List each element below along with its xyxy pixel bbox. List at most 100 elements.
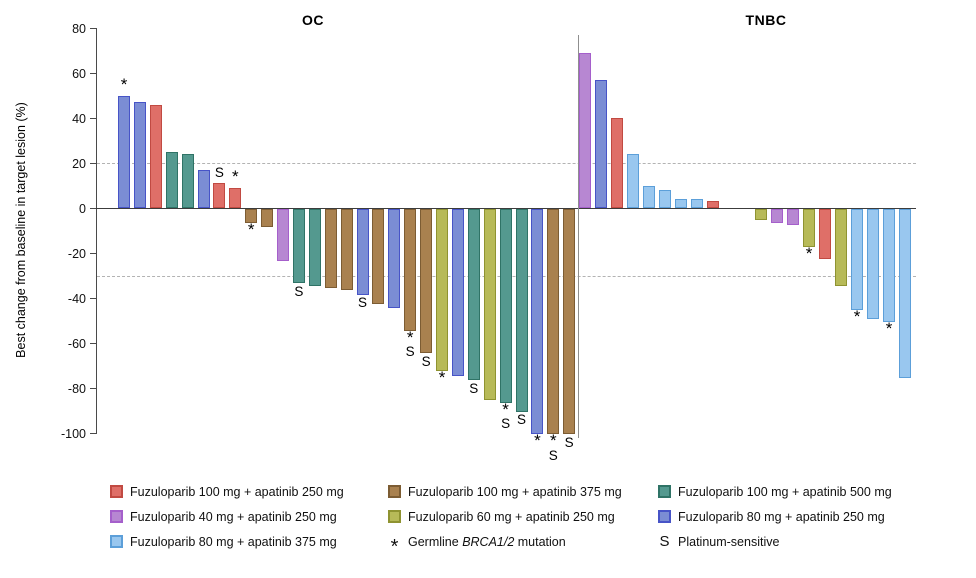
- bar-tnbc-2: [595, 79, 607, 208]
- brca-mutation-marker: *: [231, 166, 239, 186]
- legend-column-3: Fuzuloparib 100 mg + apatinib 500 mg Fuzu…: [658, 484, 892, 549]
- legend: Fuzuloparib 100 mg + apatinib 250 mg Fuzu…: [0, 470, 976, 578]
- bar-oc-24: [483, 209, 496, 401]
- y-tick-mark: [90, 298, 96, 300]
- platinum-sensitive-marker: S: [469, 380, 479, 396]
- legend-column-1: Fuzuloparib 100 mg + apatinib 250 mg Fuzu…: [110, 484, 344, 549]
- legend-swatch-lightblue-icon: [110, 535, 123, 548]
- brca-mutation-marker: *: [406, 327, 414, 347]
- y-tick-mark: [90, 163, 96, 165]
- bar-oc-10: [261, 209, 274, 227]
- bar-oc-20: [420, 209, 433, 353]
- y-tick-label: -20: [67, 246, 86, 261]
- y-tick-label: -80: [67, 381, 86, 396]
- legend-item: Fuzuloparib 40 mg + apatinib 250 mg: [110, 509, 344, 524]
- legend-item: S Platinum-sensitive: [658, 534, 892, 549]
- bar-oc-27: [531, 209, 544, 434]
- y-tick-mark: [90, 28, 96, 30]
- brca-mutation-marker: *: [853, 307, 861, 327]
- bar-tnbc-3: [611, 118, 623, 208]
- bar-oc-8: [229, 187, 242, 208]
- bar-tnbc-14: [819, 209, 831, 259]
- legend-label: Fuzuloparib 100 mg + apatinib 250 mg: [130, 484, 344, 499]
- legend-item: Fuzuloparib 100 mg + apatinib 250 mg: [110, 484, 344, 499]
- bar-tnbc-15: [835, 209, 847, 286]
- group-title-oc: OC: [302, 12, 324, 28]
- bar-tnbc-11: [771, 209, 783, 223]
- bar-tnbc-10: [755, 209, 767, 221]
- legend-item: Fuzuloparib 80 mg + apatinib 375 mg: [110, 534, 344, 549]
- bar-oc-23: [467, 209, 480, 380]
- bar-oc-16: [356, 209, 369, 295]
- bar-oc-15: [340, 209, 353, 290]
- bar-oc-17: [372, 209, 385, 304]
- bar-oc-22: [451, 209, 464, 376]
- legend-item: Fuzuloparib 60 mg + apatinib 250 mg: [388, 509, 622, 524]
- legend-swatch-blue-icon: [658, 510, 671, 523]
- brca-mutation-marker: *: [438, 368, 446, 387]
- bar-oc-4: [165, 151, 178, 208]
- legend-label: Fuzuloparib 60 mg + apatinib 250 mg: [408, 509, 615, 524]
- y-tick-label: 40: [72, 111, 86, 126]
- bar-oc-14: [324, 209, 337, 288]
- bar-oc-18: [388, 209, 401, 308]
- bar-oc-13: [308, 209, 321, 286]
- y-tick-mark: [90, 388, 96, 390]
- plot-area: 80 60 40 20 0 -20 -40 -60 -80 -100 * S * * S S * S S * S * S S *…: [61, 21, 916, 463]
- platinum-sensitive-marker: S: [294, 283, 304, 299]
- y-tick-label: -40: [67, 291, 86, 306]
- legend-label: Fuzuloparib 80 mg + apatinib 375 mg: [130, 534, 337, 549]
- bar-tnbc-4: [627, 154, 639, 208]
- bar-oc-19: [404, 209, 417, 331]
- legend-swatch-teal-icon: [658, 485, 671, 498]
- brca-mutation-marker: *: [534, 431, 541, 450]
- brca-mutation-marker: *: [805, 244, 813, 264]
- bar-tnbc-5: [643, 185, 655, 208]
- bar-oc-9: [245, 209, 258, 223]
- platinum-sensitive-marker: S: [214, 165, 224, 181]
- y-tick-mark: [90, 433, 96, 435]
- legend-swatch-yellow-icon: [388, 510, 401, 523]
- legend-swatch-purple-icon: [110, 510, 123, 523]
- legend-item: Fuzuloparib 80 mg + apatinib 250 mg: [658, 509, 892, 524]
- bar-oc-2: [133, 102, 146, 208]
- bar-tnbc-6: [659, 190, 671, 208]
- legend-label: Fuzuloparib 100 mg + apatinib 500 mg: [678, 484, 892, 499]
- bar-oc-11: [277, 209, 289, 261]
- bar-oc-5: [181, 154, 194, 208]
- platinum-sensitive-marker: S: [516, 412, 526, 427]
- y-tick-mark: [90, 73, 96, 75]
- platinum-sensitive-marker: S: [421, 353, 431, 369]
- legend-label: Fuzuloparib 80 mg + apatinib 250 mg: [678, 509, 885, 524]
- platinum-sensitive-marker: S: [564, 434, 574, 450]
- y-tick-mark: [90, 118, 96, 120]
- bar-oc-28: [547, 209, 560, 434]
- brca-mutation-marker: *: [885, 318, 893, 338]
- bar-oc-12: [292, 209, 305, 284]
- s-symbol-icon: S: [659, 533, 670, 550]
- brca-mutation-marker: *: [502, 399, 509, 419]
- bar-tnbc-17: [867, 209, 879, 320]
- asterisk-symbol-icon: *: [390, 535, 399, 558]
- y-tick-label: 80: [72, 21, 86, 36]
- bar-oc-29: [563, 209, 576, 434]
- platinum-sensitive-marker: S: [501, 416, 511, 431]
- bar-oc-6: [197, 169, 210, 208]
- bar-tnbc-9: [707, 201, 719, 208]
- legend-swatch-red-icon: [110, 485, 123, 498]
- bar-tnbc-1: [579, 52, 591, 208]
- y-tick-mark: [90, 208, 96, 210]
- bar-oc-7: [213, 183, 226, 208]
- brca-mutation-marker: *: [120, 74, 128, 94]
- bar-tnbc-18: [883, 209, 895, 322]
- group-divider: [578, 35, 580, 438]
- bar-tnbc-8: [691, 199, 703, 208]
- platinum-sensitive-marker: S: [548, 447, 558, 463]
- legend-item: Fuzuloparib 100 mg + apatinib 500 mg: [658, 484, 892, 499]
- bar-tnbc-12: [787, 209, 799, 225]
- y-tick-label: 60: [72, 66, 86, 81]
- bar-tnbc-7: [675, 199, 687, 208]
- reference-line-20: [97, 163, 916, 164]
- y-tick-label: 20: [72, 156, 86, 171]
- platinum-sensitive-marker: S: [357, 295, 367, 310]
